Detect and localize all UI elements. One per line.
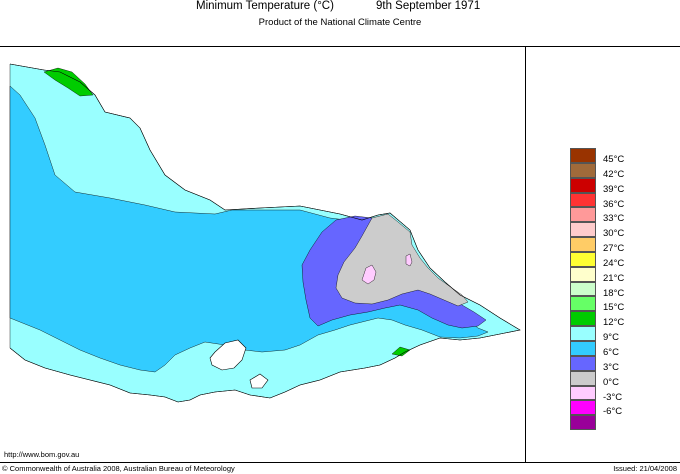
legend-row: 0°C [570,370,650,388]
western-port [249,373,269,389]
legend-label: 39°C [603,183,625,195]
legend-row: 21°C [570,266,650,284]
legend-swatch [570,355,596,371]
temperature-legend: 45°C 42°C 39°C 36°C 33°C 30°C 27°C 24°C 21°C 18°C… [570,148,650,431]
legend-label: 9°C [603,332,619,344]
legend-row: 24°C [570,251,650,269]
legend-swatch [570,148,596,163]
legend-label: -3°C [603,391,623,403]
legend-label: 45°C [603,154,625,165]
zone-12-15-northwest [43,67,94,97]
legend-row: -6°C [570,400,650,418]
issued-date: Issued: 21/04/2008 [613,464,677,473]
map-title: Minimum Temperature (°C) [196,0,334,12]
legend-swatch [570,311,596,327]
legend-swatch [570,326,596,341]
legend-swatch [570,251,596,267]
legend-label: 30°C [603,228,625,240]
legend-swatch [570,192,596,208]
legend-label: 33°C [603,213,625,225]
source-url[interactable]: http://www.bom.gov.au [4,450,80,459]
legend-label: 0°C [603,376,619,388]
map-subtitle: Product of the National Climate Centre [258,17,422,28]
legend-label: 36°C [603,198,625,210]
zone-below-zero-1 [361,264,377,285]
legend-swatch [570,296,596,312]
legend-swatch [570,400,596,416]
legend-swatch [570,177,596,193]
legend-label: -6°C [603,406,623,418]
legend-swatch [570,222,596,238]
legend-swatch [570,370,596,386]
title-row: Minimum Temperature (°C) 9th September 1… [0,0,680,14]
legend-label: 27°C [603,243,625,255]
legend-label: 3°C [603,361,619,373]
legend-swatch [570,281,596,297]
legend-row: 39°C [570,177,650,195]
legend-row: 3°C [570,355,650,373]
legend-row: 27°C [570,237,650,255]
legend-label: 12°C [603,317,625,329]
legend-swatch [570,237,596,252]
legend-row: 36°C [570,192,650,210]
legend-label: 6°C [603,346,619,358]
legend-row: 45°C [570,148,650,165]
legend-swatch [570,385,596,401]
legend-swatch [570,162,596,178]
legend-swatch [570,340,596,356]
legend-swatch [570,266,596,282]
legend-row: 15°C [570,296,650,314]
legend-row [570,415,650,431]
legend-divider [525,46,526,463]
state-outline [9,63,521,403]
legend-row: 18°C [570,281,650,299]
legend-swatch [570,207,596,223]
legend-label: 42°C [603,168,625,180]
copyright-notice: © Commonwealth of Australia 2008, Austra… [2,464,235,473]
legend-label: 24°C [603,257,625,269]
legend-label: 15°C [603,302,625,314]
port-phillip-bay [209,339,247,371]
zone-below-zero-2 [405,253,413,267]
map-title-text: Minimum Temperature (°C) [196,0,334,12]
map-frame [0,46,680,463]
map-date: 9th September 1971 [376,0,481,12]
legend-row: 33°C [570,207,650,225]
legend-row: 9°C [570,326,650,344]
legend-row: -3°C [570,385,650,403]
legend-row: 12°C [570,311,650,329]
victoria-map [9,63,521,403]
legend-label: 18°C [603,287,625,299]
zone-12-15-east [391,346,411,357]
legend-swatch [570,415,596,431]
legend-row: 30°C [570,222,650,240]
legend-label: 21°C [603,272,625,284]
legend-row: 42°C [570,162,650,180]
legend-row: 6°C [570,340,650,358]
